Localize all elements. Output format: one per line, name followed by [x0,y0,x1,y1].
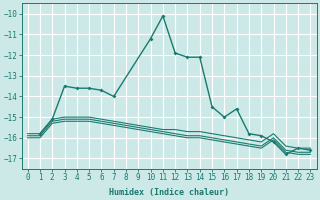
X-axis label: Humidex (Indice chaleur): Humidex (Indice chaleur) [109,188,229,197]
